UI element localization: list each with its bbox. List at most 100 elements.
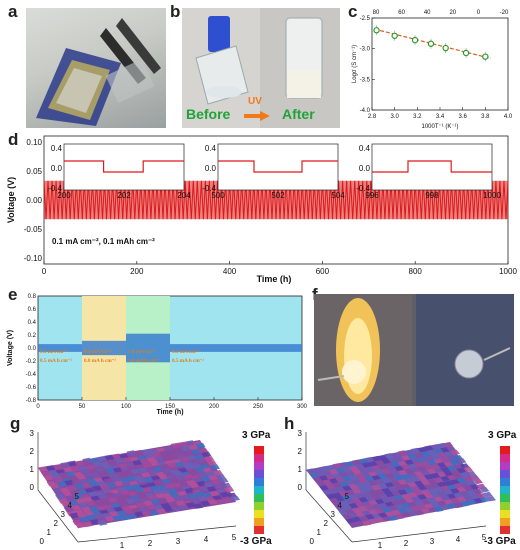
chart-h-surface-cell: [355, 492, 365, 499]
chart-g-surface-cell: [174, 461, 185, 468]
chart-g-surface-cell: [157, 498, 168, 504]
chart-c-top-tick-label: 80: [373, 10, 380, 16]
chart-d-inset-ytick: -0.4: [48, 184, 62, 193]
chart-h-surface-cell: [469, 474, 480, 481]
chart-e-xtick-label: 0: [36, 404, 40, 410]
chart-e-current-label: 1.0 mA cm⁻²: [128, 349, 156, 355]
chart-c-point: [373, 27, 380, 34]
chart-g-surface-cell: [90, 472, 101, 478]
chart-h-surface-cell: [414, 462, 424, 468]
chart-g-surface-cell: [162, 468, 173, 474]
chart-h-surface-cell: [368, 480, 379, 486]
chart-d-xtick-label: 200: [130, 267, 144, 276]
chart-g-colorbar-swatch: [254, 494, 264, 502]
chart-h-ytick: 1: [317, 528, 322, 537]
chart-g-surface-cell: [200, 476, 211, 482]
chart-h-colorbar-swatch: [500, 486, 510, 494]
chart-h-surface-cell: [378, 502, 388, 509]
chart-g-surface-cell: [38, 466, 49, 472]
chart-h-surface-cell: [400, 455, 411, 461]
chart-g-surface-cell: [74, 460, 85, 467]
chart-h-surface-cell: [332, 492, 343, 498]
chart-g-surface-cell: [163, 483, 175, 489]
chart-g-surface-cell: [106, 507, 117, 513]
chart-h-surface-cell: [374, 508, 385, 514]
chart-c-xtick-label: 3.6: [458, 114, 467, 120]
chart-g-surface-cell: [166, 449, 177, 455]
chart-c-top-tick-label: 40: [424, 10, 431, 16]
chart-e-xtick-label: 100: [121, 404, 132, 410]
chart-h-surface-cell: [394, 456, 405, 462]
photo-vials-drawing: [182, 8, 340, 128]
chart-d-inset-ytick: -0.4: [202, 184, 216, 193]
chart-g-surface-cell: [97, 494, 108, 500]
chart-g-surface-cell: [218, 477, 229, 484]
chart-h-ytick: 2: [324, 519, 329, 528]
chart-g-surface-cell: [206, 460, 218, 466]
chart-g-surface-cell: [96, 455, 108, 462]
chart-g-surface-cell: [130, 468, 141, 475]
chart-g-surface-cell: [78, 502, 89, 508]
chart-g-colorbar-bottom: -3 GPa: [240, 536, 272, 547]
chart-c-top-tick-label: 60: [398, 10, 405, 16]
chart-h-surface-cell: [391, 500, 402, 506]
chart-g-surface-cell: [179, 456, 190, 463]
chart-g-surface-cell: [215, 498, 226, 505]
chart-d-inset-xtick: 998: [425, 191, 439, 200]
chart-c-ytick-label: -2.5: [360, 16, 371, 22]
chart-g-surface-cell: [131, 507, 142, 514]
chart-e-capacity-label: 1.0 mA h cm⁻²: [128, 358, 160, 364]
before-label: Before: [186, 106, 231, 122]
chart-h-surface-cell: [397, 498, 408, 505]
chart-g-surface-cell: [95, 467, 106, 473]
photo-flame-test-drawing: [314, 294, 514, 406]
chart-g-xtick: 4: [204, 535, 209, 544]
chart-h-surface-cell: [345, 490, 356, 496]
chart-h-surface-cell: [420, 470, 431, 476]
chart-g-surface-cell: [45, 465, 56, 471]
chart-e-xticks: 0 50 100 150 200 250 300: [36, 397, 308, 410]
chart-g-surface-cell: [124, 485, 135, 491]
chart-e-ytick-label: -0.6: [26, 385, 37, 391]
chart-g-surface-cell: [142, 462, 153, 469]
chart-h-colorbar-swatch: [500, 446, 510, 454]
chart-g-surface-cell: [168, 477, 179, 483]
chart-h-surface-cell: [384, 472, 395, 479]
chart-d-inset-frame: [217, 143, 339, 191]
chart-g-surface-cell: [172, 495, 183, 502]
chart-g-surface-cell: [74, 483, 85, 490]
chart-h-surface-cell: [394, 485, 405, 491]
chart-h-surface-cell: [325, 493, 336, 500]
chart-h-surface-cell: [479, 497, 490, 503]
chart-g-axes: [37, 432, 237, 543]
chart-d-inset: 996 998 1000 0.4 0.0 -0.4: [356, 143, 501, 200]
chart-g-surface-cell: [85, 500, 96, 506]
chart-h-surface: [306, 442, 496, 528]
chart-h-surface-cell: [325, 464, 336, 471]
chart-g-surface-cell: [212, 470, 223, 476]
chart-h-surface-cell: [332, 482, 343, 488]
chart-h-surface-cell: [450, 479, 460, 485]
chart-g-surface-cell: [100, 499, 111, 505]
chart-h-surface-cell: [358, 458, 369, 464]
photo-flexible-film-drawing: [36, 18, 161, 126]
chart-h-surface-cell: [378, 493, 388, 499]
chart-c-xtick-label: 4.0: [504, 114, 513, 120]
chart-c-top-ticks: 80 60 40 20 0 -20: [373, 10, 509, 16]
chart-d-inset-xtick: 204: [177, 191, 191, 200]
chart-h-surface-cell: [309, 473, 320, 479]
chart-g-surface-cell: [149, 460, 160, 467]
chart-c-ytick-label: -4.0: [360, 108, 371, 114]
chart-h-surface-cell: [358, 467, 369, 474]
chart-h-surface-cell: [348, 512, 359, 518]
chart-e-xtick-label: 200: [209, 404, 220, 410]
chart-d-ytick-label: 0.05: [26, 167, 42, 176]
chart-h-surface-cell: [423, 484, 434, 490]
chart-h-surface-cell: [368, 518, 379, 524]
chart-d-ytick-label: 0.00: [26, 196, 42, 205]
chart-c-point: [427, 40, 435, 47]
chart-h-colorbar-swatch: [500, 462, 510, 470]
chart-h-surface-cell: [378, 512, 388, 518]
chart-g-surface-cell: [188, 482, 200, 489]
